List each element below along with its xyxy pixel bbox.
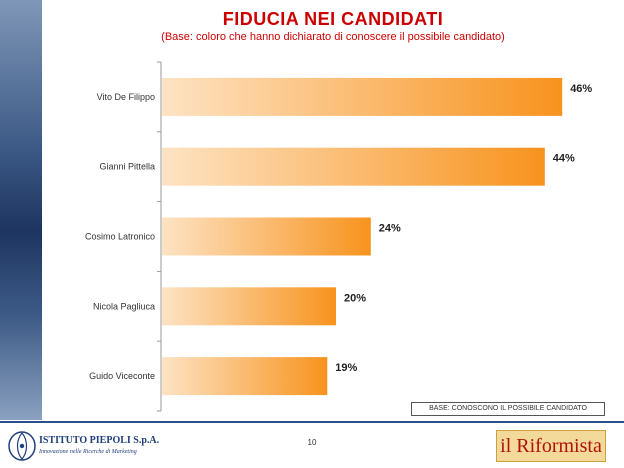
value-label: 24% [379, 223, 401, 235]
company-logo: ISTITUTO PIEPOLI S.p.A. Innovazione nell… [6, 428, 160, 464]
value-label: 46% [570, 83, 592, 95]
side-decoration-band [0, 0, 42, 420]
company-name: ISTITUTO PIEPOLI S.p.A. [39, 435, 160, 446]
chart-title: FIDUCIA NEI CANDIDATI [222, 9, 444, 29]
category-label: Nicola Pagliuca [93, 301, 155, 311]
value-label: 44% [553, 153, 575, 165]
value-label: 19% [335, 362, 357, 374]
bar-4 [162, 287, 336, 326]
bar-chart: Vito De Filippo 46% Gianni Pittella 44% Cosi… [85, 61, 592, 412]
company-tagline: Innovazione nelle Ricerche di Marketing [39, 449, 137, 455]
base-note: BASE: CONOSCONO IL POSSIBILE CANDIDATO [411, 402, 605, 416]
category-label: Guido Viceconte [89, 371, 155, 381]
company-emblem-icon [8, 431, 36, 461]
bar-5 [162, 357, 328, 396]
category-label: Cosimo Latronico [85, 232, 155, 242]
footer-divider [0, 421, 624, 423]
category-label: Gianni Pittella [99, 162, 155, 172]
bar-1 [162, 77, 563, 116]
category-label: Vito De Filippo [97, 92, 155, 102]
chart-subtitle: (Base: coloro che hanno dichiarato di co… [161, 31, 505, 43]
value-label: 20% [344, 292, 366, 304]
bar-3 [162, 217, 371, 256]
publication-logo: il Riformista [496, 430, 606, 462]
bar-2 [162, 147, 545, 186]
page-number: 10 [307, 438, 317, 447]
